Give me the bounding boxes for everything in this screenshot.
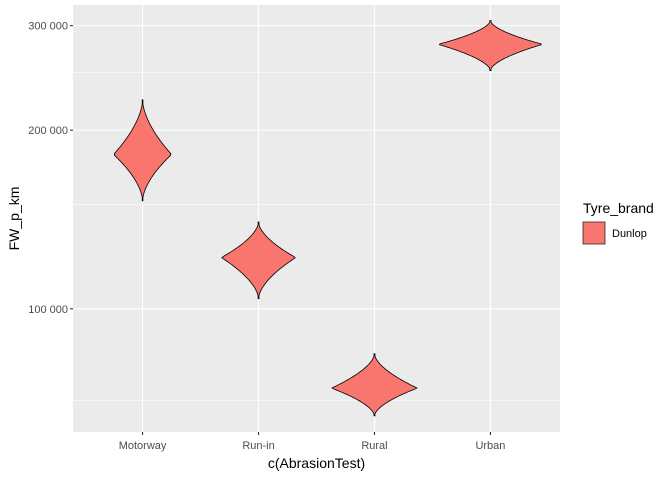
legend: Tyre_brand Dunlop xyxy=(582,200,654,245)
x-axis-title: c(AbrasionTest) xyxy=(268,455,365,471)
panel-background xyxy=(73,5,560,432)
x-tick-label: Motorway xyxy=(119,440,167,452)
x-tick-label: Rural xyxy=(361,440,387,452)
violin-run-in xyxy=(221,221,296,300)
legend-title: Tyre_brand xyxy=(583,200,654,216)
violins xyxy=(113,20,542,417)
y-axis-title: FW_p_km xyxy=(6,187,22,251)
y-axis: 100 000 200 000 300 000 xyxy=(28,21,73,316)
y-tick-label: 200 000 xyxy=(28,125,68,137)
y-tick-label: 300 000 xyxy=(28,21,68,33)
legend-label-dunlop: Dunlop xyxy=(612,228,647,240)
violin-urban xyxy=(438,20,542,71)
y-tick-label: 100 000 xyxy=(28,304,68,316)
x-tick-label: Run-in xyxy=(242,440,274,452)
legend-swatch-dunlop xyxy=(582,221,606,245)
violin-rural xyxy=(331,353,418,417)
x-axis: Motorway Run-in Rural Urban xyxy=(119,432,505,452)
violin-motorway xyxy=(113,99,172,202)
grid-lines xyxy=(73,5,560,432)
x-tick-label: Urban xyxy=(475,440,505,452)
